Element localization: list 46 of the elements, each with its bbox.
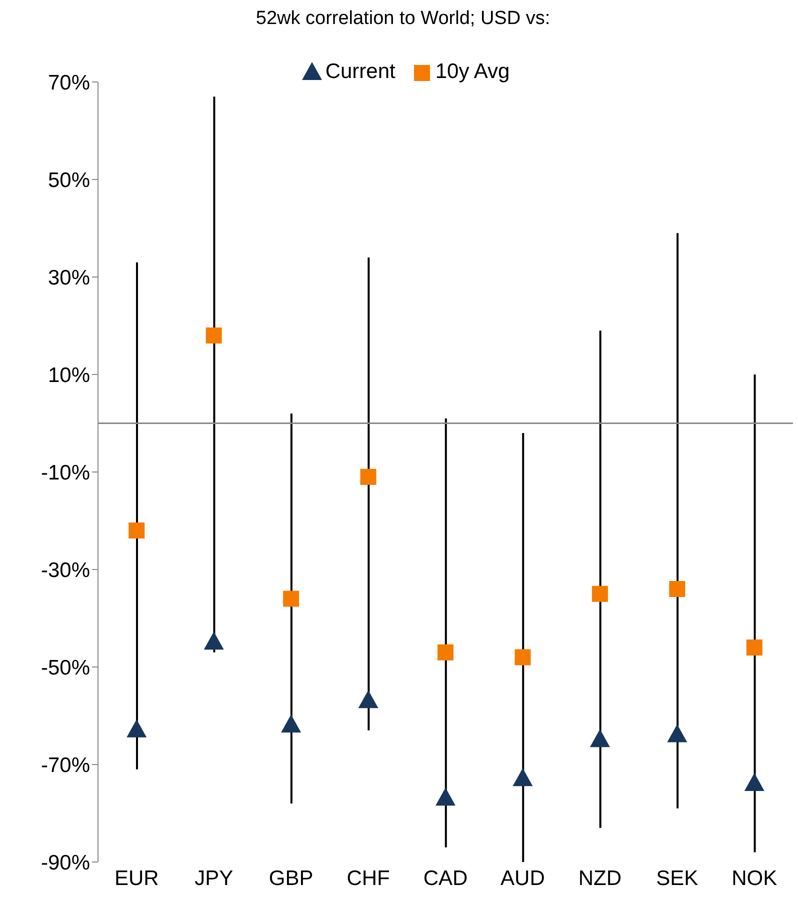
point (667, 724, 688, 742)
y-tick-label: 10% (48, 364, 90, 387)
point (204, 632, 224, 650)
chart-title: 52wk correlation to World; USD vs: (254, 8, 552, 30)
x-tick-label: JPY (194, 866, 234, 890)
point (281, 714, 302, 732)
point (283, 590, 300, 607)
point (128, 522, 145, 538)
point (590, 729, 610, 748)
point (744, 773, 764, 791)
point (206, 328, 222, 344)
x-tick-label: NOK (732, 866, 778, 890)
bar (213, 96, 216, 652)
point (512, 768, 533, 786)
y-tick-label: 50% (48, 168, 90, 192)
point (514, 649, 531, 666)
y-tick-label: 30% (48, 266, 90, 290)
point (360, 468, 376, 485)
y-tick-label: -30% (40, 558, 90, 582)
bar (136, 262, 138, 770)
bar (676, 233, 679, 808)
y-tick-label: -70% (40, 754, 90, 777)
legend-label: 10y Avg (434, 60, 510, 84)
point (358, 690, 378, 708)
x-tick-label: AUD (500, 866, 545, 890)
point (438, 644, 454, 660)
bar (290, 414, 292, 804)
legend-label: Current (324, 60, 396, 84)
point (126, 719, 147, 738)
x-tick-label: CAD (423, 866, 468, 890)
y-tick-label: 70% (48, 71, 90, 94)
bar (368, 258, 370, 730)
bar (754, 374, 756, 852)
x-tick-label: NZD (578, 866, 622, 890)
x-tick-label: CHF (346, 866, 390, 890)
y-tick-label: -10% (40, 461, 90, 484)
point (592, 586, 608, 602)
point (436, 788, 456, 806)
point (746, 640, 762, 656)
x-tick-label: SEK (656, 866, 698, 890)
point (669, 581, 686, 597)
bar (599, 330, 602, 828)
y-tick-label: -90% (40, 851, 90, 874)
x-tick-label: GBP (268, 866, 314, 890)
y-tick-label: -50% (40, 656, 90, 680)
x-tick-label: EUR (114, 866, 159, 890)
